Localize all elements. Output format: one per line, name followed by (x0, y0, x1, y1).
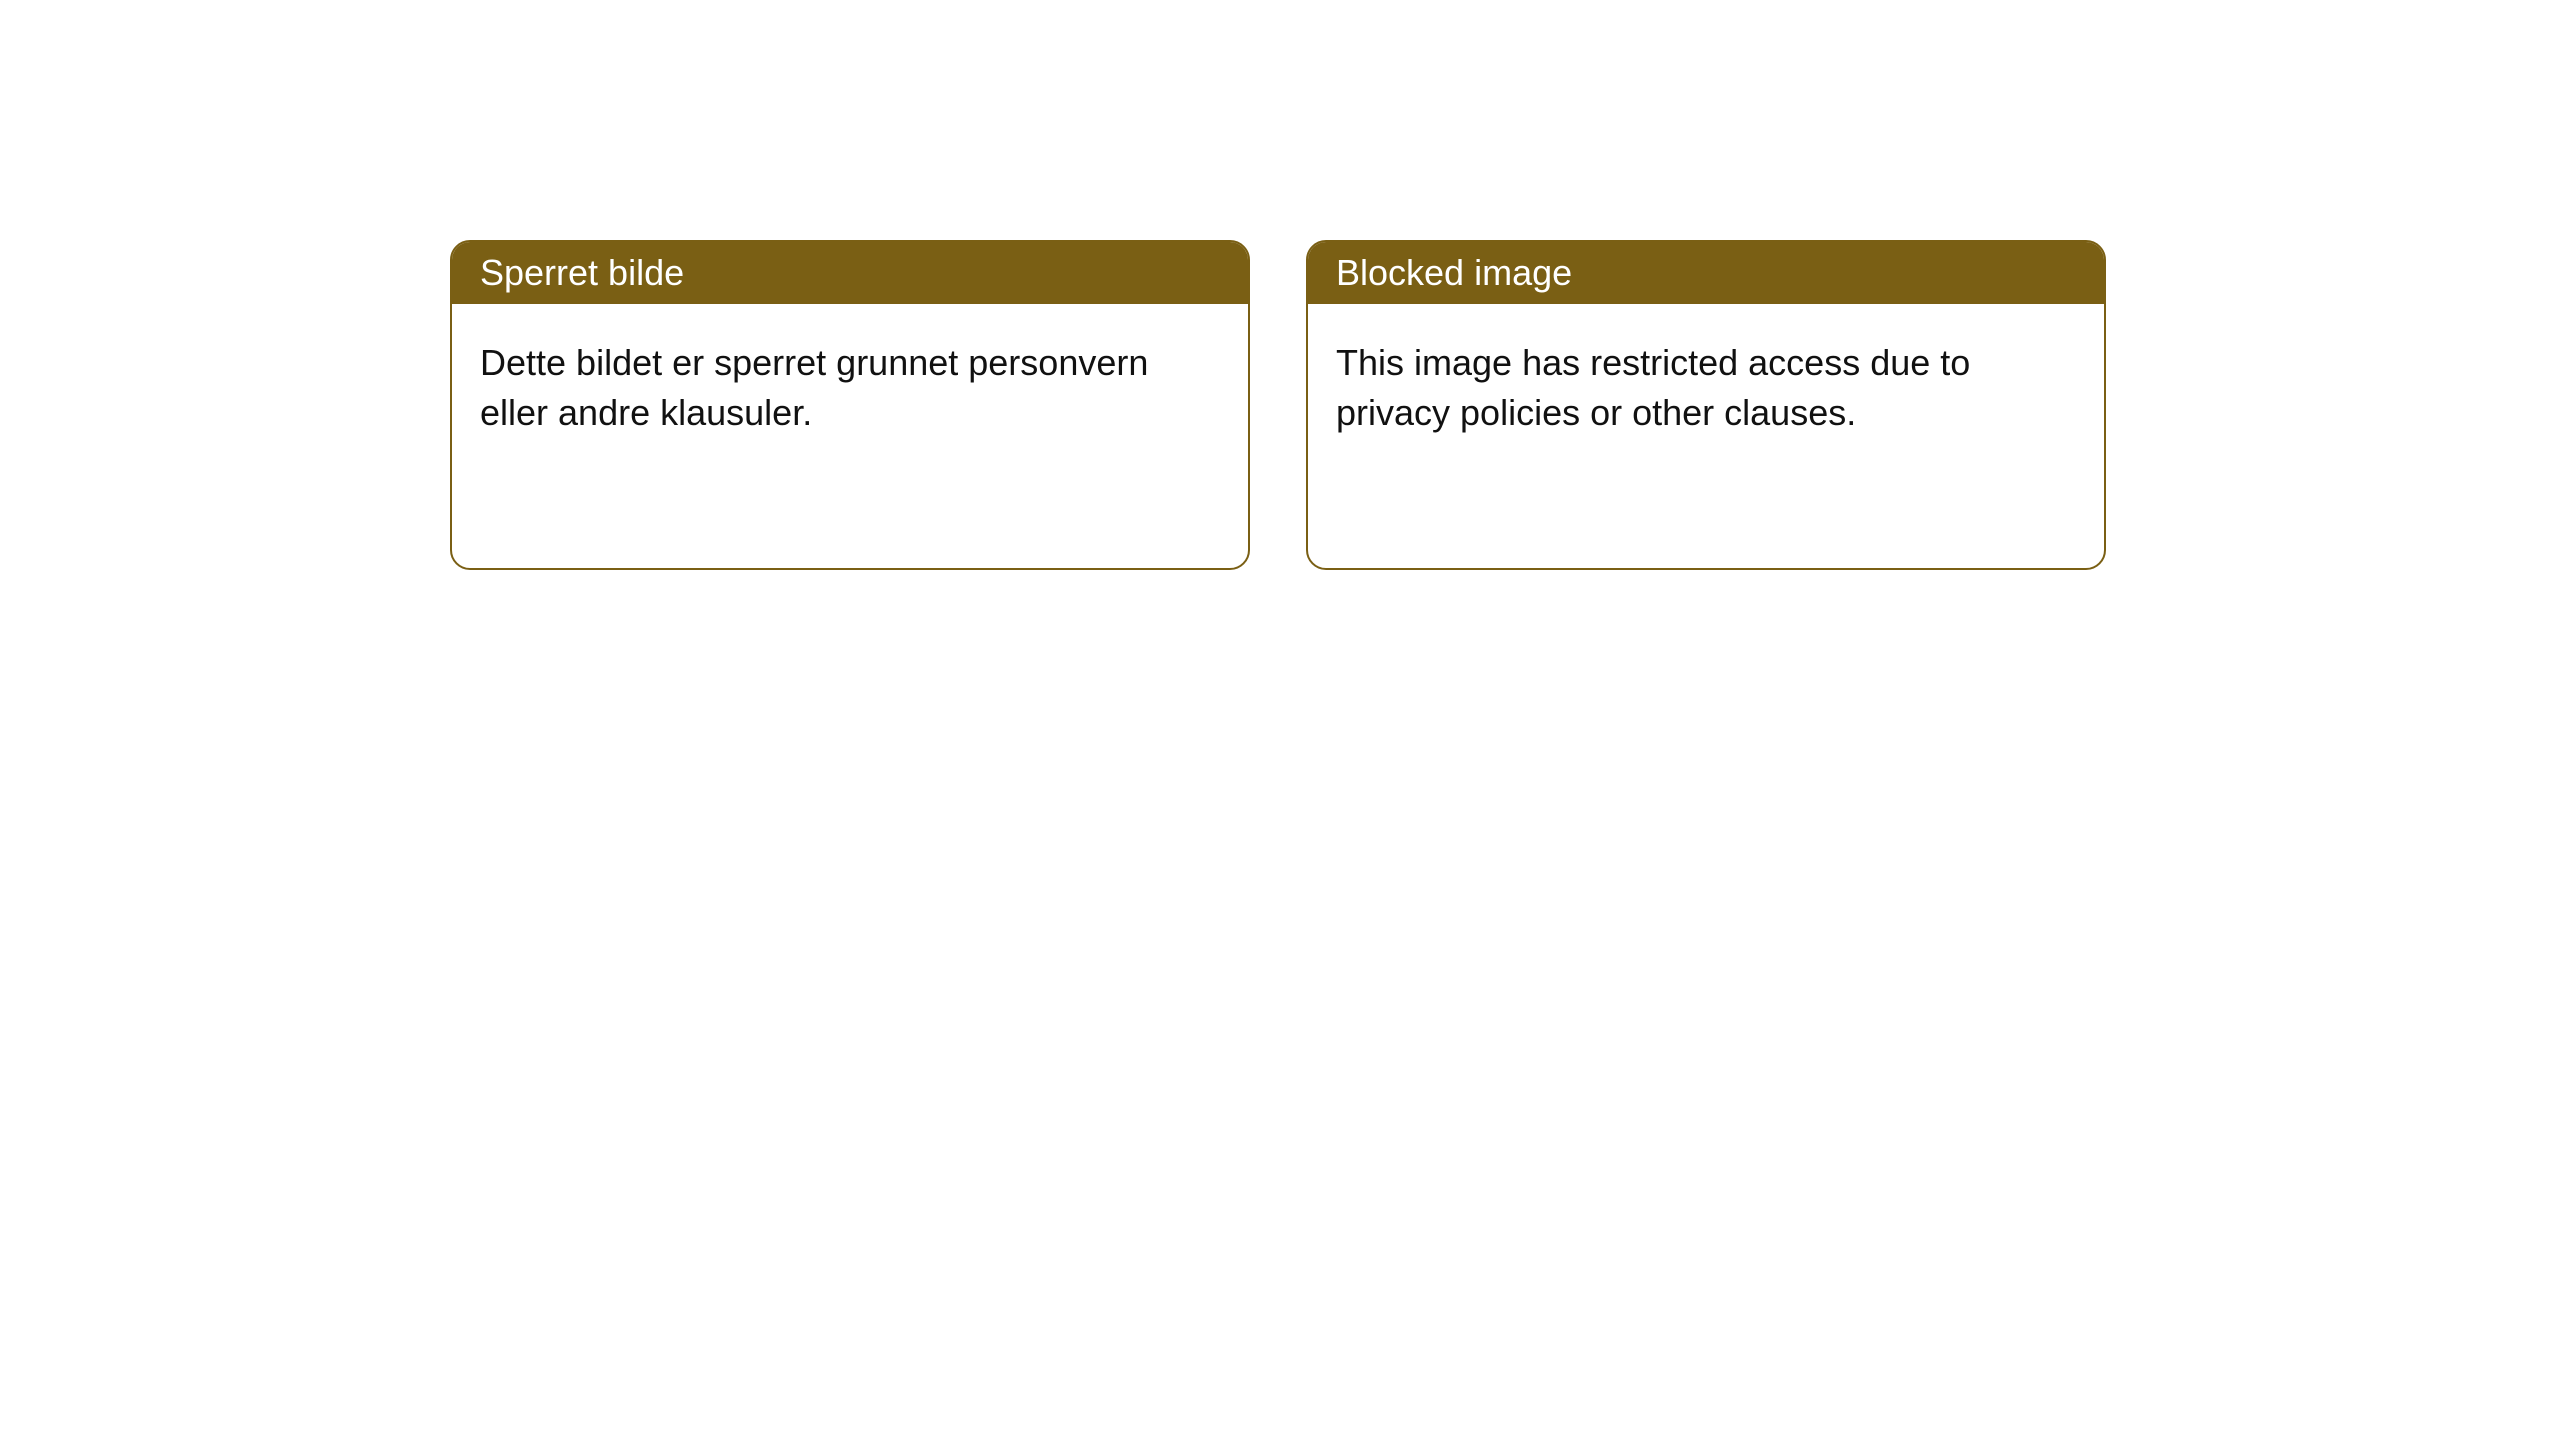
notice-container: Sperret bilde Dette bildet er sperret gr… (0, 0, 2560, 570)
notice-body-english: This image has restricted access due to … (1308, 304, 2104, 473)
notice-body-norwegian: Dette bildet er sperret grunnet personve… (452, 304, 1248, 473)
notice-card-english: Blocked image This image has restricted … (1306, 240, 2106, 570)
notice-card-norwegian: Sperret bilde Dette bildet er sperret gr… (450, 240, 1250, 570)
notice-header-english: Blocked image (1308, 242, 2104, 304)
notice-header-norwegian: Sperret bilde (452, 242, 1248, 304)
